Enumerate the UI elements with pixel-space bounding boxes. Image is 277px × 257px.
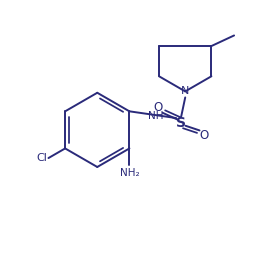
Text: Cl: Cl xyxy=(36,153,47,163)
Text: NH₂: NH₂ xyxy=(120,168,139,178)
Text: NH: NH xyxy=(148,111,163,121)
Text: O: O xyxy=(153,101,162,114)
Text: N: N xyxy=(181,86,189,96)
Text: S: S xyxy=(176,116,186,130)
Text: O: O xyxy=(200,129,209,142)
